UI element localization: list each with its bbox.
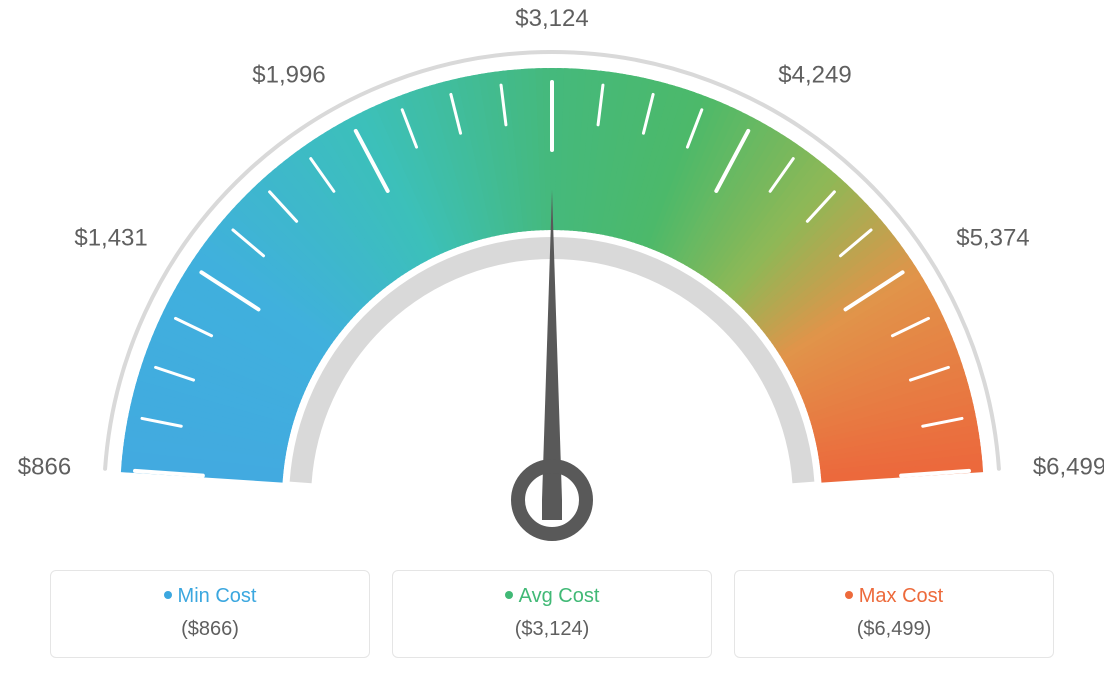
- legend-min-value: ($866): [61, 618, 359, 641]
- legend-max-title: Max Cost: [745, 585, 1043, 608]
- legend-avg-title: Avg Cost: [403, 585, 701, 608]
- legend-min-label: Min Cost: [178, 585, 257, 607]
- gauge-tick-label: $5,374: [956, 224, 1029, 251]
- gauge-tick-label: $1,996: [252, 61, 325, 88]
- legend-card-max: Max Cost ($6,499): [734, 570, 1054, 658]
- gauge-tick-label: $6,499: [1033, 453, 1104, 480]
- legend-avg-value: ($3,124): [403, 618, 701, 641]
- gauge-tick-label: $3,124: [515, 5, 588, 32]
- gauge-chart: $866 $1,431 $1,996 $3,124 $4,249 $5,374 $6,499: [0, 0, 1104, 560]
- legend-max-label: Max Cost: [859, 585, 943, 607]
- gauge-tick-label: $4,249: [778, 61, 851, 88]
- legend-row: Min Cost ($866) Avg Cost ($3,124) Max Co…: [0, 570, 1104, 658]
- dot-icon: [845, 591, 853, 599]
- legend-avg-label: Avg Cost: [519, 585, 600, 607]
- legend-card-avg: Avg Cost ($3,124): [392, 570, 712, 658]
- dot-icon: [505, 591, 513, 599]
- dot-icon: [164, 591, 172, 599]
- legend-max-value: ($6,499): [745, 618, 1043, 641]
- legend-min-title: Min Cost: [61, 585, 359, 608]
- gauge-tick-label: $866: [18, 453, 71, 480]
- gauge-svg: $866 $1,431 $1,996 $3,124 $4,249 $5,374 $6,499: [0, 0, 1104, 560]
- legend-card-min: Min Cost ($866): [50, 570, 370, 658]
- gauge-tick-label: $1,431: [74, 224, 147, 251]
